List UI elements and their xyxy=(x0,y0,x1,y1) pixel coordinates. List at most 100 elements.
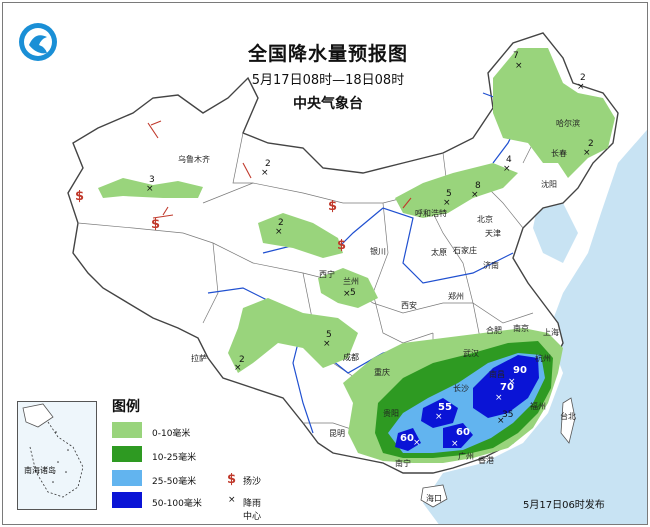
inset-label: 南海诸岛 xyxy=(24,466,56,475)
city-label: 沈阳 xyxy=(541,180,557,189)
city-label: 贵阳 xyxy=(383,409,399,418)
rain-value: 5 xyxy=(350,288,356,298)
rain-value: 3 xyxy=(149,175,155,185)
city-label: 福州 xyxy=(530,402,546,411)
city-label: 太原 xyxy=(431,248,447,257)
rain-value: 60 xyxy=(400,433,414,444)
agency-name: 中央气象台 xyxy=(293,96,363,112)
city-label: 呼和浩特 xyxy=(415,209,447,218)
city-label: 合肥 xyxy=(486,326,502,335)
cross-icon: × xyxy=(435,412,443,422)
legend-label: 扬沙 xyxy=(243,477,262,487)
legend-swatch xyxy=(112,446,142,462)
city-label: 石家庄 xyxy=(453,246,477,255)
rain-value: 2 xyxy=(588,139,594,149)
rain-band-50-100 xyxy=(395,355,539,451)
city-label: 广州 xyxy=(458,452,474,461)
cross-icon: × xyxy=(343,289,351,299)
legend-swatch xyxy=(112,422,142,438)
cross-icon: × xyxy=(443,198,451,208)
cross-icon: × xyxy=(503,164,511,174)
hainan xyxy=(420,484,448,508)
city-label: 南昌 xyxy=(489,370,505,379)
china-map xyxy=(67,32,647,524)
rain-value: 55 xyxy=(438,402,452,413)
city-label: 重庆 xyxy=(374,368,390,377)
cross-icon: × xyxy=(323,339,331,349)
city-label: 海口 xyxy=(426,494,442,503)
city-label: 长春 xyxy=(551,149,567,158)
city-label: 拉萨 xyxy=(191,354,207,363)
city-label: 西宁 xyxy=(319,270,335,279)
city-label: 乌鲁木齐 xyxy=(178,155,210,164)
cross-icon: × xyxy=(497,416,505,426)
legend-swatch xyxy=(112,492,142,508)
taiwan xyxy=(560,397,576,444)
legend-label: 10-25毫米 xyxy=(152,453,197,463)
city-label: 武汉 xyxy=(463,349,479,358)
issue-time: 5月17日06时发布 xyxy=(523,500,605,511)
cross-icon: × xyxy=(413,438,421,448)
rain-value: 70 xyxy=(500,382,514,393)
legend-label: 50-100毫米 xyxy=(152,499,202,509)
sea-area xyxy=(423,129,647,524)
sea-gulf xyxy=(533,203,578,263)
rain-value: 8 xyxy=(475,181,481,191)
city-label: 南宁 xyxy=(395,459,411,468)
city-label: 济南 xyxy=(483,261,499,270)
city-label: 北京 xyxy=(477,215,493,224)
forecast-period: 5月17日08时—18日08时 xyxy=(251,73,405,88)
sand-markers xyxy=(147,120,412,219)
city-label: 兰州 xyxy=(343,277,359,286)
rain-value: 4 xyxy=(506,155,512,165)
sand-icon: $ xyxy=(227,472,237,487)
legend-swatch xyxy=(112,470,142,486)
cross-icon: × xyxy=(515,61,523,71)
sand-icon: $ xyxy=(328,199,338,214)
rain-value: 2 xyxy=(278,218,284,228)
sand-icon: $ xyxy=(337,238,347,253)
cross-icon: × xyxy=(495,393,503,403)
city-label: 西安 xyxy=(401,301,417,310)
cross-icon: × xyxy=(583,148,591,158)
rain-value: 60 xyxy=(456,427,470,438)
sand-icon: $ xyxy=(75,189,85,204)
city-label: 长沙 xyxy=(453,384,469,393)
cross-icon: × xyxy=(577,82,585,92)
rain-value: 35 xyxy=(502,410,514,420)
city-label: 哈尔滨 xyxy=(556,119,580,128)
city-label: 昆明 xyxy=(329,429,345,438)
sand-icon: $ xyxy=(151,217,161,232)
rain-value: 5 xyxy=(446,189,452,199)
city-label: 杭州 xyxy=(535,354,551,363)
cross-icon: × xyxy=(146,184,154,194)
city-label: 香港 xyxy=(478,456,494,465)
city-label: 南京 xyxy=(513,324,529,333)
city-label: 成都 xyxy=(343,353,359,362)
rain-value: 5 xyxy=(326,330,332,340)
cross-icon: × xyxy=(451,439,459,449)
city-label: 台北 xyxy=(560,412,576,421)
cross-icon: × xyxy=(508,377,516,387)
legend-label: 25-50毫米 xyxy=(152,477,197,487)
city-label: 郑州 xyxy=(448,292,464,301)
cma-logo xyxy=(19,23,57,61)
south-china-sea-inset: 南海诸岛 xyxy=(17,401,97,510)
city-label: 银川 xyxy=(370,247,386,256)
city-label: 天津 xyxy=(485,229,501,238)
map-title: 全国降水量预报图 xyxy=(247,43,408,65)
cross-icon: × xyxy=(228,495,236,505)
cross-icon: × xyxy=(275,227,283,237)
cross-icon: × xyxy=(261,168,269,178)
inset-map xyxy=(22,403,84,498)
legend-label: 降雨中心值 xyxy=(243,499,262,522)
city-label: 上海 xyxy=(543,328,559,337)
legend-label: 0-10毫米 xyxy=(152,429,191,439)
rain-value: 2 xyxy=(265,159,271,169)
cross-icon: × xyxy=(471,190,479,200)
rain-value: 90 xyxy=(513,365,527,376)
cross-icon: × xyxy=(234,363,242,373)
rain-value: 2 xyxy=(580,73,586,83)
rain-value: 2 xyxy=(239,355,245,365)
